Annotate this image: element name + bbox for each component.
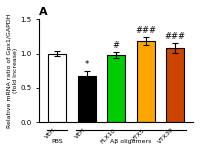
Bar (137, 41, 155, 122)
Text: *: * (85, 60, 89, 69)
Text: Aβ oligomers: Aβ oligomers (110, 139, 152, 144)
Bar (107, 55, 125, 122)
Bar (48, 54, 66, 122)
Text: PBS: PBS (51, 139, 63, 144)
Bar (78, 76, 96, 122)
Bar (166, 48, 184, 122)
Text: #: # (113, 41, 120, 50)
Y-axis label: Relative mRNA ratio of Gpx1/GAPDH
(fold Increase): Relative mRNA ratio of Gpx1/GAPDH (fold … (7, 14, 18, 128)
Text: ###: ### (165, 32, 186, 41)
Text: ###: ### (135, 26, 156, 35)
Text: A: A (39, 7, 48, 17)
